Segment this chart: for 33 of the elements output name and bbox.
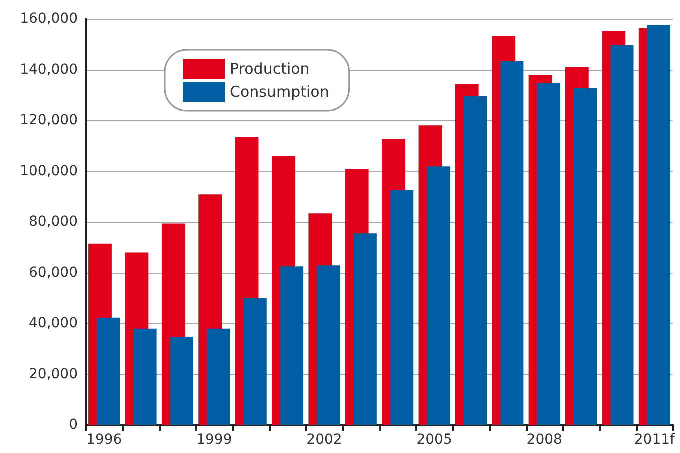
bar (426, 166, 450, 425)
legend-label: Consumption (230, 83, 330, 101)
bar (537, 83, 560, 425)
bar (96, 318, 120, 425)
x-tick-label: 1996 (86, 432, 122, 448)
bar (354, 234, 377, 425)
x-tick-label: 2011f (634, 432, 676, 448)
bar (206, 328, 230, 425)
y-tick-label: 40,000 (29, 316, 78, 332)
bar (574, 88, 598, 425)
x-tick-label: 1999 (196, 432, 232, 448)
bar (390, 190, 414, 425)
y-tick-label: 140,000 (20, 62, 78, 78)
x-tick-label: 2005 (416, 432, 452, 448)
bar (280, 266, 304, 425)
bar (316, 266, 340, 425)
bar (500, 61, 524, 425)
bar (170, 336, 194, 425)
y-tick-label: 60,000 (29, 264, 78, 281)
bar (244, 298, 267, 425)
bar (464, 96, 487, 425)
bar (610, 45, 634, 425)
y-tick-label: 20,000 (29, 366, 78, 382)
x-tick-label: 2002 (306, 432, 342, 448)
bar (647, 25, 670, 425)
y-tick-label: 100,000 (20, 163, 78, 180)
y-tick-label: 80,000 (29, 214, 78, 230)
y-tick-label: 160,000 (20, 11, 78, 27)
y-tick-label: 0 (69, 417, 78, 433)
x-tick-label: 2008 (526, 432, 562, 448)
y-tick-label: 120,000 (20, 112, 78, 128)
legend-label: Production (230, 60, 310, 78)
bar (133, 328, 157, 425)
